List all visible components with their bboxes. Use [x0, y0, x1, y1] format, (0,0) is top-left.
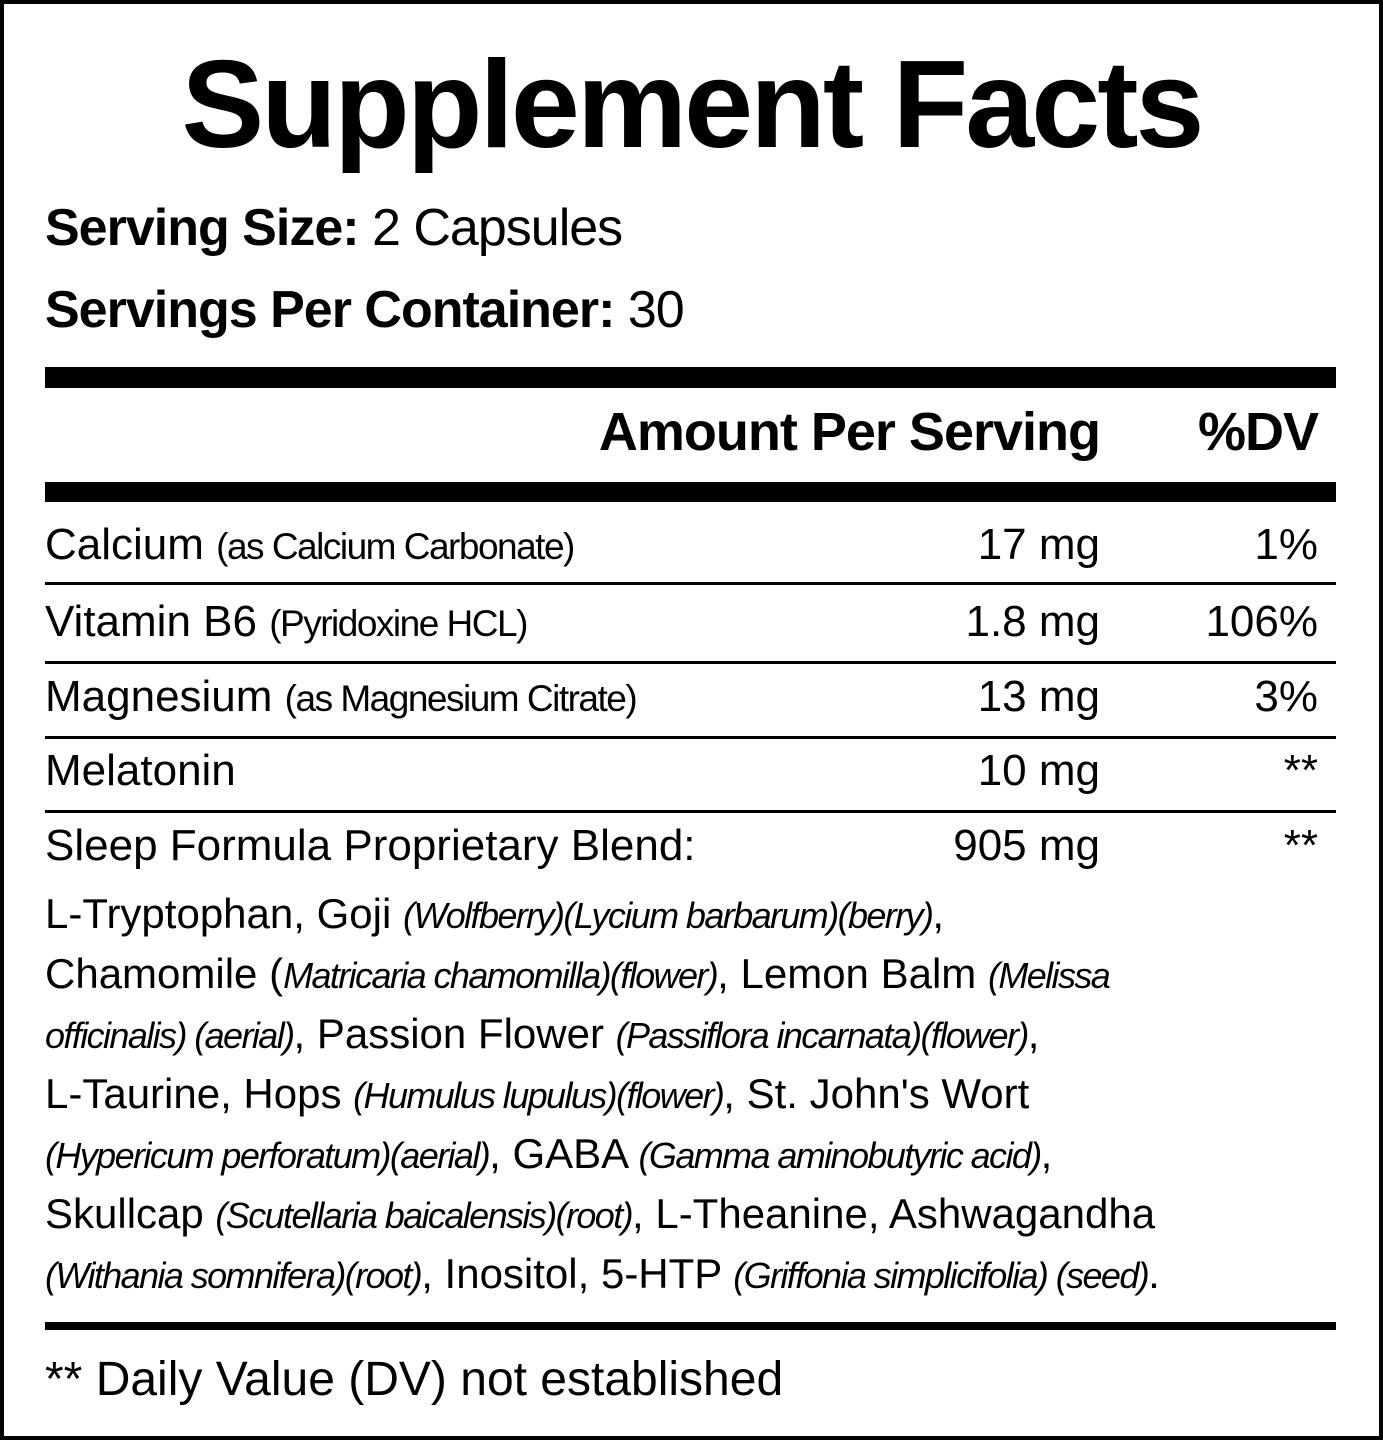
nutrient-row: Calcium (as Calcium Carbonate) 17 mg 1%	[45, 515, 1336, 575]
blend-ingredients-line: (Withania somnifera)(root), Inositol, 5-…	[45, 1244, 1160, 1306]
botanical-name: (Humulus lupulus)(flower)	[353, 1075, 725, 1116]
ingredient-text: ,	[932, 890, 945, 937]
servings-per-container-label: Servings Per Container:	[45, 281, 615, 339]
nutrient-row: Melatonin 10 mg **	[45, 741, 1336, 801]
ingredient-text: ,	[1040, 1130, 1053, 1177]
nutrient-detail: (Pyridoxine HCL)	[269, 603, 528, 644]
nutrient-name-text: Magnesium	[45, 672, 273, 721]
page-title: Supplement Facts	[181, 36, 1205, 174]
botanical-name: (Withania somnifera)(root)	[45, 1255, 423, 1296]
nutrient-detail: (as Calcium Carbonate)	[216, 526, 575, 567]
nutrient-name: Magnesium (as Magnesium Citrate)	[45, 667, 638, 729]
nutrient-amount: 17 mg	[977, 520, 1100, 569]
botanical-name: (Passiflora incarnata)(flower)	[615, 1015, 1030, 1056]
row-divider	[45, 582, 1336, 585]
nutrient-row: Vitamin B6 (Pyridoxine HCL) 1.8 mg 106%	[45, 592, 1336, 652]
serving-size-label: Serving Size:	[45, 199, 360, 257]
botanical-name: (Melissa	[987, 955, 1111, 996]
servings-per-container-value: 30	[627, 281, 685, 339]
nutrient-amount: 905 mg	[953, 821, 1100, 870]
nutrient-dv: 3%	[1254, 672, 1318, 721]
nutrient-row: Sleep Formula Proprietary Blend: 905 mg **	[45, 816, 1336, 876]
nutrient-amount: 13 mg	[977, 672, 1100, 721]
thick-divider	[45, 482, 1336, 502]
ingredient-text: , Inositol, 5-HTP	[421, 1250, 734, 1297]
botanical-name: (Scutellaria baicalensis)(root)	[215, 1195, 633, 1236]
ingredient-text: , Lemon Balm	[717, 950, 988, 997]
nutrient-name: Calcium (as Calcium Carbonate)	[45, 515, 575, 577]
botanical-name: Matricaria chamomilla)(flower)	[283, 955, 719, 996]
ingredient-text: L-Tryptophan, Goji	[45, 890, 403, 937]
nutrient-dv: **	[1283, 821, 1318, 870]
nutrient-name-text: Melatonin	[45, 746, 236, 795]
blend-ingredients-line: Chamomile (Matricaria chamomilla)(flower…	[45, 944, 1111, 1006]
nutrient-dv: 1%	[1254, 520, 1318, 569]
nutrient-name: Melatonin	[45, 741, 236, 801]
ingredient-text: , Passion Flower	[293, 1010, 616, 1057]
ingredient-text: , GABA	[489, 1130, 639, 1177]
botanical-name: (Gamma aminobutyric acid)	[638, 1135, 1043, 1176]
bottom-divider	[45, 1322, 1336, 1330]
nutrient-dv: **	[1283, 746, 1318, 795]
botanical-name: (Griffonia simplicifolia) (seed)	[733, 1255, 1150, 1296]
nutrient-name-text: Vitamin B6	[45, 597, 257, 646]
ingredient-text: L-Taurine, Hops	[45, 1070, 354, 1117]
nutrient-row: Magnesium (as Magnesium Citrate) 13 mg 3%	[45, 667, 1336, 727]
ingredient-text: Skullcap	[45, 1190, 216, 1237]
botanical-name: officinalis) (aerial)	[45, 1015, 295, 1056]
botanical-name: (Wolfberry)(Lycium barbarum)(berry)	[402, 895, 934, 936]
blend-ingredients-line: L-Tryptophan, Goji (Wolfberry)(Lycium ba…	[45, 884, 944, 946]
blend-ingredients-line: (Hypericum perforatum)(aerial), GABA (Ga…	[45, 1124, 1052, 1186]
ingredient-text: ,	[1027, 1010, 1040, 1057]
nutrient-name: Sleep Formula Proprietary Blend:	[45, 816, 696, 876]
row-divider	[45, 810, 1336, 813]
ingredient-text: , L-Theanine, Ashwagandha	[632, 1190, 1156, 1237]
ingredient-text: Chamomile (	[45, 950, 284, 997]
blend-ingredients-line: officinalis) (aerial), Passion Flower (P…	[45, 1004, 1039, 1066]
blend-ingredients-line: L-Taurine, Hops (Humulus lupulus)(flower…	[45, 1064, 1029, 1126]
dv-header: %DV	[1197, 402, 1319, 462]
thick-divider	[45, 367, 1336, 388]
nutrient-dv: 106%	[1205, 597, 1318, 646]
nutrient-name-text: Calcium	[45, 520, 204, 569]
nutrient-amount: 10 mg	[977, 746, 1100, 795]
botanical-name: (Hypericum perforatum)(aerial)	[45, 1135, 491, 1176]
nutrient-name-text: Sleep Formula Proprietary Blend:	[45, 821, 696, 870]
servings-per-container: Servings Per Container: 30	[45, 280, 685, 340]
nutrient-name: Vitamin B6 (Pyridoxine HCL)	[45, 592, 528, 654]
nutrient-amount: 1.8 mg	[965, 597, 1100, 646]
nutrient-detail: (as Magnesium Citrate)	[284, 678, 638, 719]
amount-header: Amount Per Serving	[598, 402, 1101, 462]
serving-size-value: 2 Capsules	[372, 199, 623, 257]
serving-size: Serving Size: 2 Capsules	[45, 198, 623, 258]
footnote: ** Daily Value (DV) not established	[45, 1353, 784, 1406]
ingredient-text: .	[1148, 1250, 1160, 1297]
row-divider	[45, 736, 1336, 739]
ingredient-text: , St. John's Wort	[723, 1070, 1030, 1117]
row-divider	[45, 661, 1336, 664]
blend-ingredients-line: Skullcap (Scutellaria baicalensis)(root)…	[45, 1184, 1155, 1246]
